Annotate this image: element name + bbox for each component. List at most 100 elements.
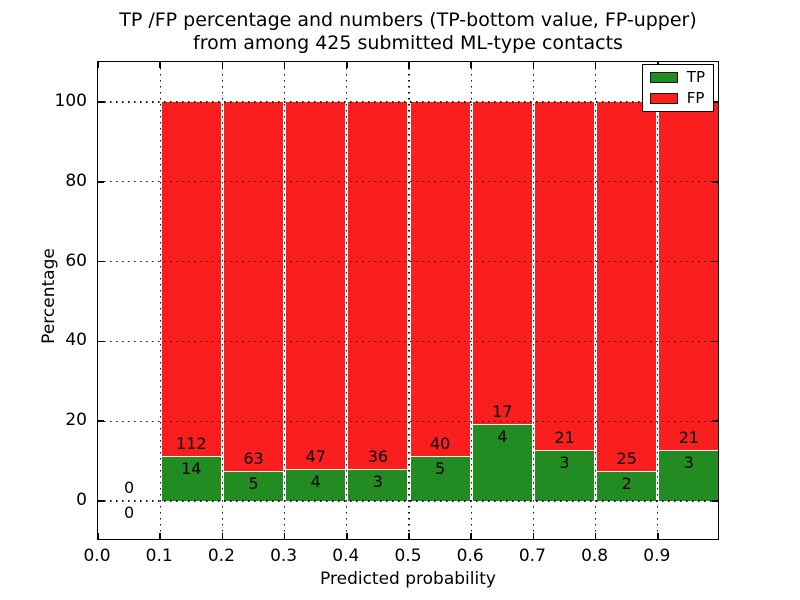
x-tick-mark — [408, 62, 410, 68]
x-tick-mark — [594, 533, 597, 539]
legend-item-fp: FP — [649, 89, 705, 107]
x-gridline — [159, 62, 161, 539]
y-tick-mark — [98, 101, 104, 103]
fp-count-label: 21 — [678, 428, 700, 448]
x-tick-label: 0.9 — [643, 546, 671, 566]
fp-count-label: 40 — [429, 433, 451, 453]
x-tick-label: 0.3 — [270, 546, 298, 566]
x-tick-label: 0.0 — [83, 546, 111, 566]
y-tick-mark — [712, 101, 718, 103]
x-tick-mark — [159, 533, 161, 539]
bar-tp-segment — [286, 469, 346, 502]
x-tick-mark — [470, 533, 472, 539]
x-tick-mark — [283, 62, 286, 68]
x-gridline — [346, 62, 348, 539]
tp-count-label: 3 — [372, 472, 383, 492]
bar-fp-segment — [410, 101, 470, 457]
bar-fp-segment — [597, 101, 657, 472]
x-gridline — [470, 62, 472, 539]
y-gridline — [98, 260, 718, 263]
x-tick-label: 0.4 — [332, 546, 360, 566]
bar-tp-segment — [659, 451, 719, 502]
tp-count-label: 14 — [181, 458, 202, 478]
chart-title: TP /FP percentage and numbers (TP-bottom… — [119, 9, 697, 55]
bar-tp-segment — [348, 470, 408, 502]
fp-swatch-icon — [649, 93, 678, 104]
x-tick-mark — [532, 533, 535, 539]
y-tick-mark — [98, 500, 104, 502]
y-tick-mark — [712, 500, 718, 502]
x-tick-mark — [408, 533, 410, 539]
bar-tp-segment — [597, 471, 657, 502]
x-gridline — [532, 62, 535, 539]
fp-count-label: 47 — [305, 446, 326, 466]
y-tick-mark — [712, 420, 718, 423]
tp-count-label: 4 — [310, 471, 321, 491]
x-gridline — [594, 62, 597, 539]
y-tick-label: 80 — [65, 170, 87, 191]
fp-count-label: 112 — [176, 433, 207, 453]
y-tick-mark — [98, 420, 104, 423]
x-tick-mark — [532, 62, 535, 68]
y-gridline — [98, 500, 718, 502]
x-tick-mark — [346, 533, 348, 539]
y-tick-label: 100 — [54, 90, 87, 111]
x-tick-label: 0.6 — [456, 546, 484, 566]
bar-tp-segment — [472, 425, 532, 502]
y-tick-mark — [712, 260, 718, 263]
bar-tp-segment — [161, 456, 221, 502]
chart-title-line1: TP /FP percentage and numbers (TP-bottom… — [119, 9, 697, 31]
x-tick-mark — [657, 533, 659, 539]
tp-count-label: 0 — [124, 503, 135, 523]
bar-fp-segment — [348, 101, 408, 471]
fp-count-label: 63 — [243, 448, 264, 468]
legend-item-tp: TP — [649, 70, 705, 85]
fp-count-label: 17 — [492, 402, 513, 422]
x-tick-mark — [97, 533, 99, 539]
legend-label-fp: FP — [686, 89, 705, 107]
fp-count-label: 21 — [554, 428, 575, 448]
x-tick-mark — [594, 62, 597, 68]
x-tick-mark — [221, 62, 224, 68]
x-tick-label: 0.8 — [581, 546, 609, 566]
y-tick-mark — [712, 340, 718, 343]
bar-fp-segment — [534, 101, 595, 452]
x-gridline — [283, 62, 286, 539]
y-tick-mark — [98, 340, 104, 343]
fp-count-label: 25 — [616, 448, 637, 468]
tp-count-label: 3 — [683, 453, 694, 473]
x-tick-label: 0.1 — [145, 546, 173, 566]
y-tick-label: 60 — [65, 250, 87, 271]
x-axis-label: Predicted probability — [320, 569, 496, 589]
plot-area: TP FP 0 0 112 14 63 5 47 4 36 3 40 5 17 4 21 3 25 2 21 3 — [97, 61, 719, 540]
tp-count-label: 3 — [559, 453, 570, 473]
y-gridline — [98, 181, 718, 183]
y-tick-mark — [98, 260, 104, 263]
x-tick-mark — [97, 62, 99, 68]
y-gridline — [98, 420, 718, 422]
bar-tp-segment — [410, 456, 470, 502]
x-tick-label: 0.2 — [207, 546, 235, 566]
tp-swatch-icon — [649, 72, 678, 83]
y-tick-label: 40 — [65, 330, 87, 351]
fp-count-label: 0 — [124, 478, 135, 498]
bar-tp-segment — [223, 471, 284, 502]
y-gridline — [98, 101, 718, 103]
x-tick-mark — [283, 533, 286, 539]
y-tick-label: 0 — [76, 490, 87, 511]
chart-title-line2: from among 425 submitted ML-type contact… — [193, 32, 623, 54]
x-gridline — [221, 62, 224, 539]
y-tick-mark — [712, 180, 718, 183]
fp-count-label: 36 — [367, 447, 389, 467]
legend: TP FP — [641, 64, 714, 112]
x-gridline — [657, 62, 659, 539]
x-tick-mark — [221, 533, 224, 539]
x-gridline — [408, 62, 410, 539]
bar-fp-segment — [659, 101, 719, 452]
bar-fp-segment — [161, 101, 221, 457]
bar-tp-segment — [534, 451, 595, 502]
bar-fp-segment — [223, 101, 284, 472]
tp-count-label: 4 — [497, 427, 508, 447]
bar-fp-segment — [472, 101, 532, 426]
